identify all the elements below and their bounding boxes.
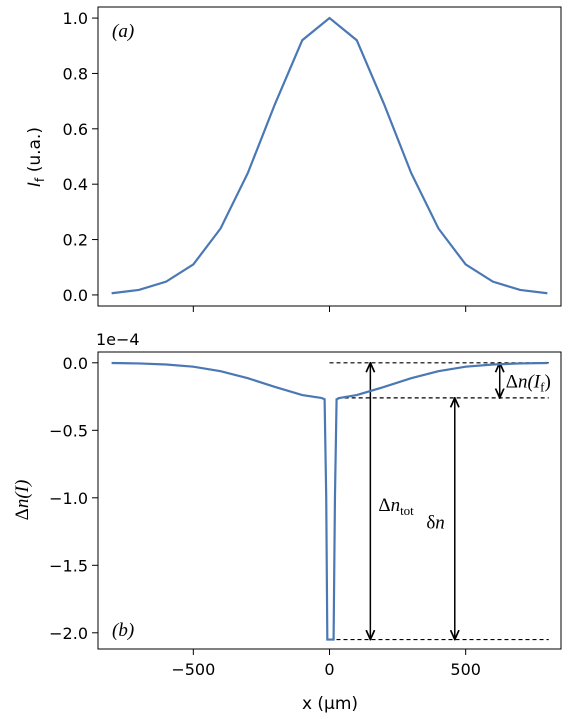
panel-b-scale-label: 1e−4	[96, 330, 140, 349]
a-y-tick-label: 0.8	[63, 64, 88, 83]
a-y-tick-label: 1.0	[63, 9, 88, 28]
a-y-tick-label: 0.0	[63, 286, 88, 305]
panel-a-series-line	[111, 16, 548, 295]
panel-b-ylabel: Δn(I)	[12, 480, 33, 521]
x-tick-label: 500	[450, 660, 481, 679]
a-y-tick-label: 0.4	[63, 175, 88, 194]
panel-a-y-ticks: 0.0 0.2 0.4 0.6 0.8 1.0	[63, 9, 98, 305]
x-axis-label: x (μm)	[302, 694, 358, 714]
b-y-tick-label: 0.0	[63, 354, 88, 373]
b-y-tick-label: −2.0	[49, 624, 88, 643]
panel-a: 0.0 0.2 0.4 0.6 0.8 1.0 (a) If (u.a.)	[25, 6, 562, 312]
b-y-tick-label: −1.5	[49, 556, 88, 575]
x-tick-label: −500	[171, 660, 215, 679]
panel-b-label: (b)	[112, 620, 134, 641]
panel-b: 0.0 −0.5 −1.0 −1.5 −2.0 −500 0 500 1e−4 Δntotδ…	[12, 330, 562, 679]
panel-a-label: (a)	[112, 21, 134, 42]
arrow-label-2: Δn(If)	[506, 371, 551, 394]
panel-a-ylabel: If (u.a.)	[25, 127, 47, 187]
panel-a-x-ticks	[192, 306, 467, 312]
panel-b-y-ticks: 0.0 −0.5 −1.0 −1.5 −2.0	[49, 354, 98, 643]
a-y-tick-label: 0.6	[63, 120, 88, 139]
panel-b-frame	[97, 351, 562, 650]
a-y-tick-label: 0.2	[63, 231, 88, 250]
arrow-label-0: Δntot	[378, 495, 414, 518]
b-y-tick-label: −0.5	[49, 421, 88, 440]
arrow-label-1: δn	[426, 513, 444, 534]
panel-a-frame	[97, 6, 562, 307]
x-tick-label: 0	[324, 660, 334, 679]
panel-b-x-ticks: −500 0 500	[171, 649, 481, 679]
panel-b-series-line	[111, 361, 548, 641]
b-y-tick-label: −1.0	[49, 489, 88, 508]
